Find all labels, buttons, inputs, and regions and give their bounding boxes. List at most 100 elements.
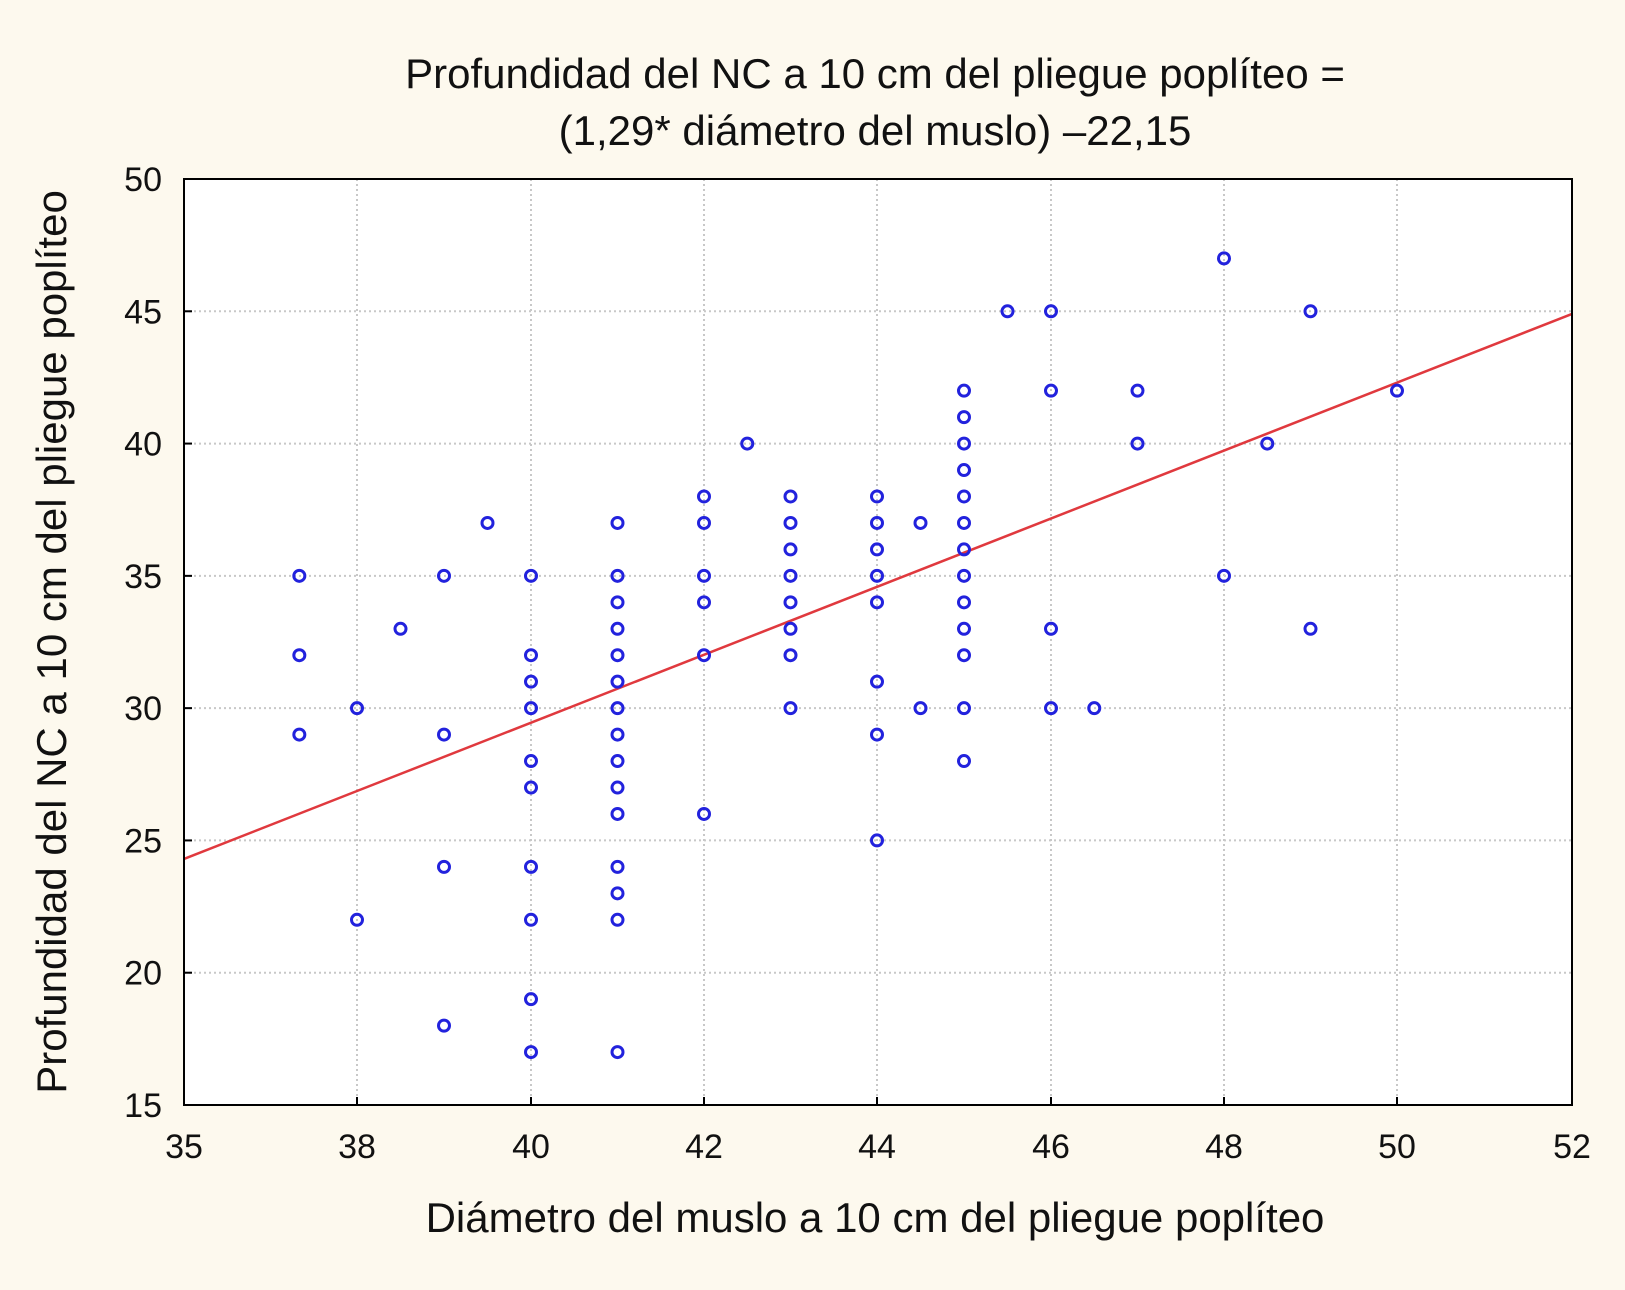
- data-point: [957, 515, 971, 530]
- data-point: [1044, 701, 1058, 716]
- data-point: [1044, 383, 1058, 398]
- y-axis-label: Profundidad del NC a 10 cm del pliegue p…: [28, 190, 75, 1094]
- data-point: [610, 621, 625, 636]
- data-point: [610, 806, 625, 821]
- data-point: [783, 648, 798, 663]
- data-point: [697, 806, 711, 821]
- data-point: [610, 912, 625, 927]
- data-point: [610, 859, 625, 874]
- data-point: [610, 515, 625, 530]
- data-point: [393, 621, 408, 636]
- data-point: [610, 595, 625, 610]
- x-tick-label: 44: [858, 1128, 896, 1166]
- data-point: [1303, 304, 1318, 319]
- data-point: [610, 674, 625, 689]
- data-point: [783, 515, 798, 530]
- grid-lines: [184, 179, 1572, 1105]
- data-point: [437, 568, 451, 583]
- x-tick-label: 50: [1378, 1128, 1416, 1166]
- data-point: [697, 568, 711, 583]
- data-point: [1217, 251, 1231, 266]
- data-point: [524, 780, 538, 795]
- x-tick-label: 35: [165, 1128, 203, 1166]
- data-point: [610, 754, 625, 769]
- data-point: [957, 542, 971, 557]
- x-tick-label: 46: [1032, 1128, 1070, 1166]
- y-tick-label: 40: [124, 426, 162, 464]
- data-point: [1000, 304, 1015, 319]
- data-point: [870, 595, 884, 610]
- data-point: [610, 568, 625, 583]
- data-point: [350, 701, 364, 716]
- chart-title-line-1: Profundidad del NC a 10 cm del pliegue p…: [405, 50, 1345, 97]
- data-point: [957, 463, 971, 478]
- x-tick-label: 52: [1553, 1128, 1591, 1166]
- data-points: [292, 251, 1404, 1060]
- data-point: [524, 701, 538, 716]
- data-point: [870, 727, 884, 742]
- chart-title-line-2: (1,29* diámetro del muslo) –22,15: [559, 107, 1192, 154]
- data-point: [783, 701, 798, 716]
- data-point: [1217, 568, 1231, 583]
- y-tick-label: 20: [124, 955, 162, 993]
- data-point: [610, 780, 625, 795]
- data-point: [524, 754, 538, 769]
- data-point: [783, 542, 798, 557]
- y-tick-label: 25: [124, 822, 162, 860]
- data-point: [1044, 304, 1058, 319]
- y-tick-label: 50: [124, 161, 162, 199]
- data-point: [524, 648, 538, 663]
- data-point: [870, 568, 884, 583]
- data-point: [437, 727, 451, 742]
- data-point: [1303, 621, 1318, 636]
- data-point: [957, 410, 971, 425]
- data-point: [870, 674, 884, 689]
- plot-area: [184, 179, 1572, 1105]
- data-point: [1130, 383, 1145, 398]
- data-point: [1087, 701, 1102, 716]
- data-point: [524, 568, 538, 583]
- x-axis-label: Diámetro del muslo a 10 cm del pliegue p…: [426, 1194, 1325, 1241]
- data-point: [697, 648, 711, 663]
- y-tick-label: 30: [124, 690, 162, 728]
- data-point: [1130, 436, 1145, 451]
- data-point: [524, 674, 538, 689]
- x-tick-label: 48: [1205, 1128, 1243, 1166]
- data-point: [913, 701, 928, 716]
- data-point: [610, 727, 625, 742]
- data-point: [870, 542, 884, 557]
- data-point: [1044, 621, 1058, 636]
- data-point: [524, 992, 538, 1007]
- y-tick-label: 35: [124, 558, 162, 596]
- data-point: [292, 568, 307, 583]
- data-point: [610, 648, 625, 663]
- data-point: [740, 436, 755, 451]
- data-point: [783, 489, 798, 504]
- data-point: [783, 595, 798, 610]
- data-point: [437, 859, 451, 874]
- regression-line-layer: [183, 312, 1573, 861]
- y-tick-label: 45: [124, 293, 162, 331]
- data-point: [480, 515, 495, 530]
- data-point: [697, 595, 711, 610]
- data-point: [870, 515, 884, 530]
- data-point: [697, 515, 711, 530]
- x-tick-label: 42: [685, 1128, 723, 1166]
- data-point: [957, 595, 971, 610]
- data-point: [1390, 383, 1404, 398]
- data-point: [524, 1045, 538, 1060]
- data-point: [697, 489, 711, 504]
- data-point: [913, 515, 928, 530]
- x-tick-label: 38: [338, 1128, 376, 1166]
- data-point: [957, 621, 971, 636]
- data-point: [870, 489, 884, 504]
- data-point: [610, 1045, 625, 1060]
- regression-line: [183, 312, 1573, 861]
- data-point: [870, 833, 884, 848]
- data-point: [957, 754, 971, 769]
- data-point: [524, 912, 538, 927]
- data-point: [1260, 436, 1275, 451]
- y-tick-label: 15: [124, 1087, 162, 1125]
